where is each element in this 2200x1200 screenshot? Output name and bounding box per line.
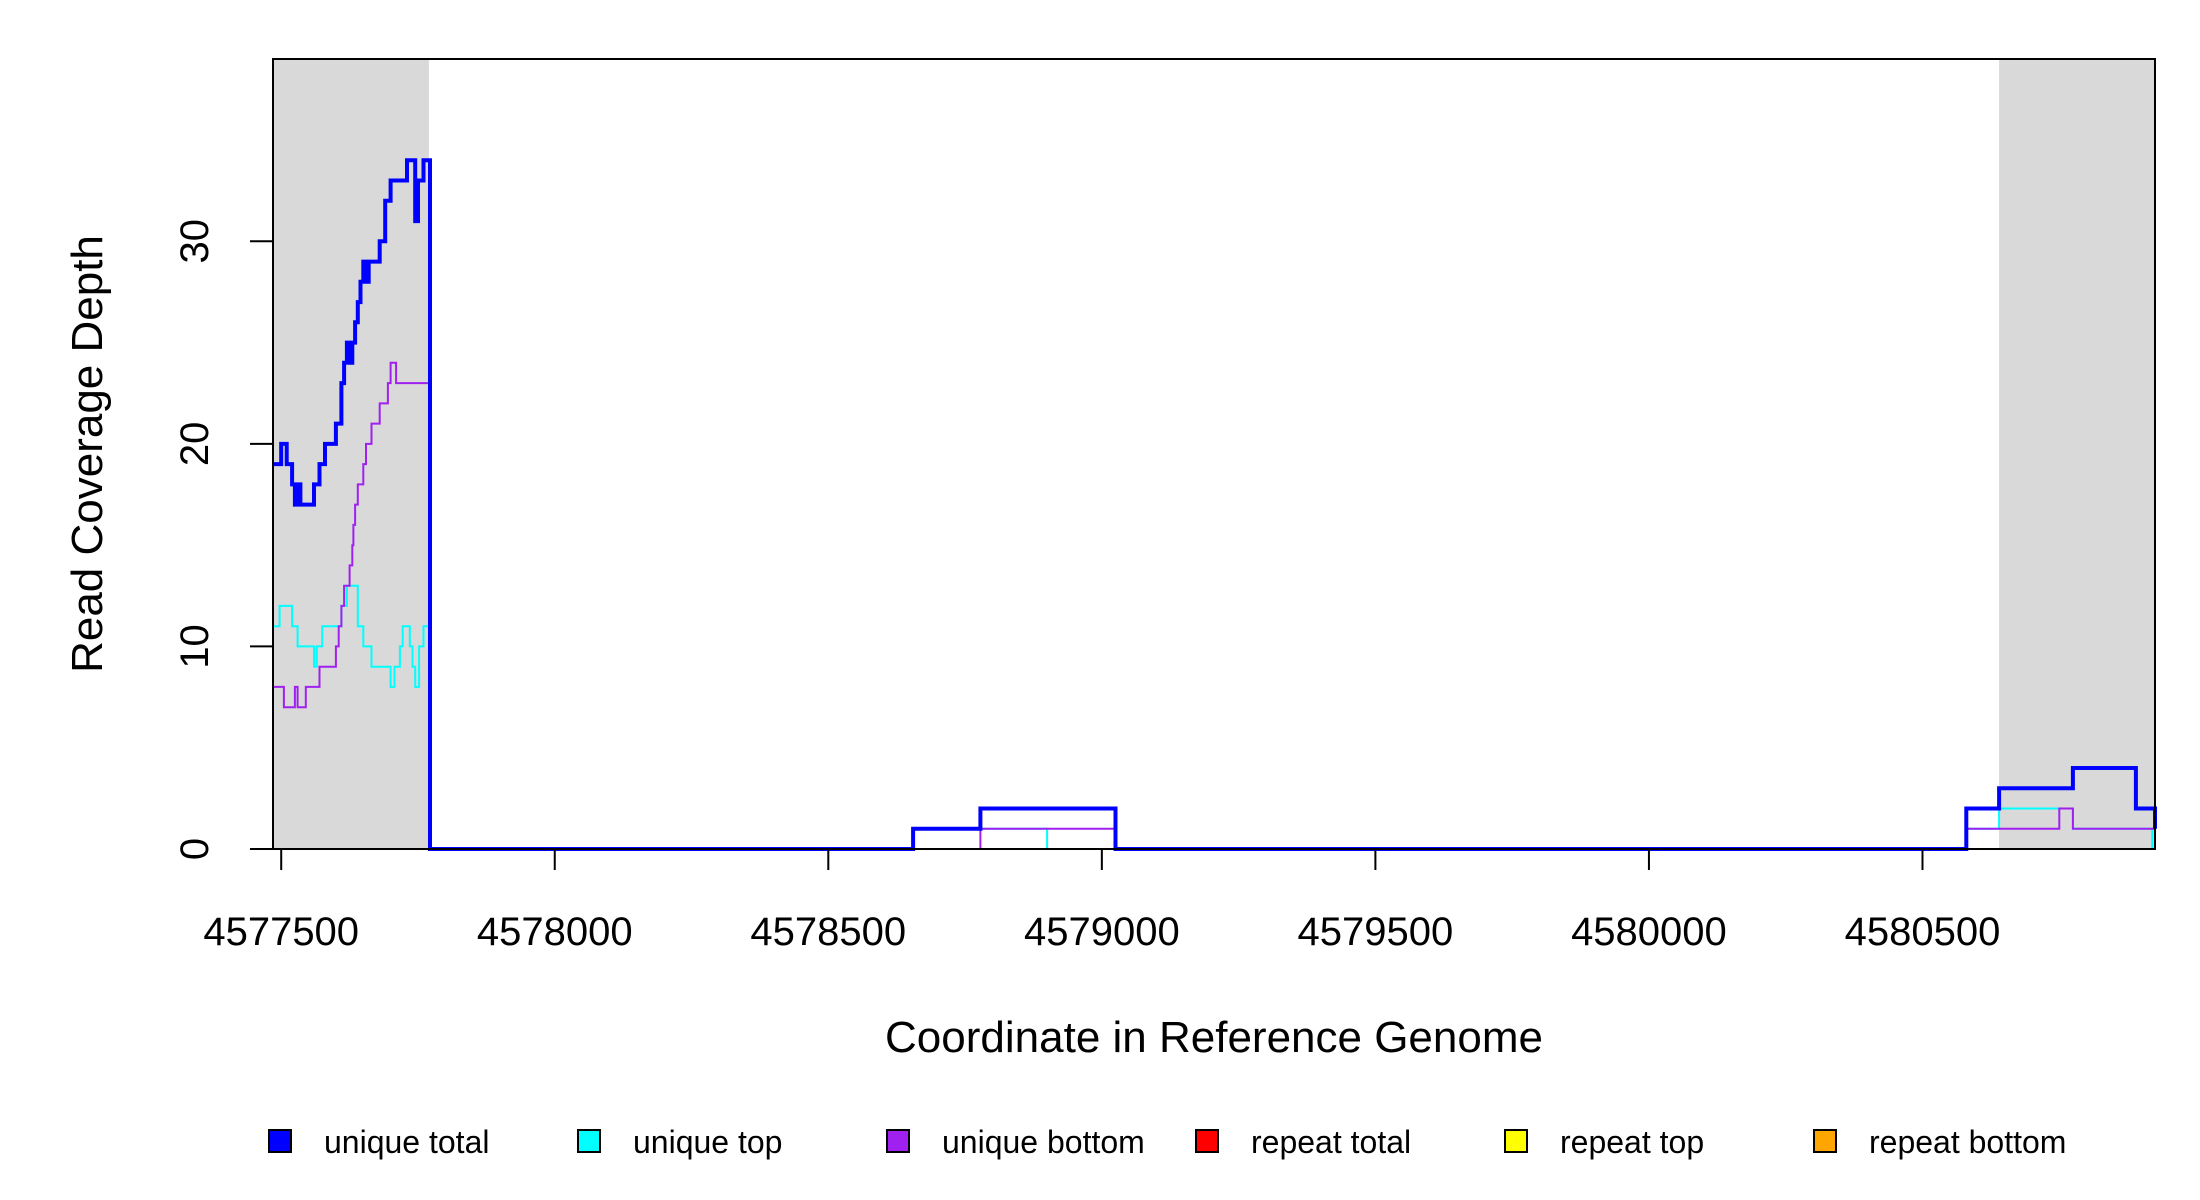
- x-tick-label: 4580000: [1571, 910, 1727, 954]
- y-tick-label: 30: [173, 219, 217, 263]
- x-tick-label: 4580500: [1845, 910, 2001, 954]
- y-tick-label: 10: [173, 624, 217, 669]
- legend-label-repeat-bottom: repeat bottom: [1869, 1124, 2066, 1160]
- y-tick-label: 20: [173, 422, 217, 467]
- legend-label-repeat-total: repeat total: [1251, 1124, 1411, 1160]
- shaded-region: [273, 59, 429, 849]
- legend-swatch-unique-top: [577, 1129, 601, 1153]
- x-axis: 4577500 4578000 4578500 4579000 4579500 45800…: [203, 848, 2001, 954]
- legend-swatch-repeat-total: [1195, 1129, 1219, 1153]
- y-tick-label: 0: [173, 838, 217, 860]
- legend-swatch-repeat-top: [1504, 1129, 1528, 1153]
- y-axis: 0 10 20 30: [173, 219, 274, 860]
- shaded-regions: [273, 59, 2155, 849]
- x-axis-title: Coordinate in Reference Genome: [885, 1013, 1543, 1062]
- legend-swatch-repeat-bottom: [1813, 1129, 1837, 1153]
- legend-swatch-unique-bottom: [886, 1129, 910, 1153]
- legend-label-unique-top: unique top: [633, 1124, 782, 1160]
- series-line-unique-total: [273, 158, 2157, 851]
- legend-label-repeat-top: repeat top: [1560, 1124, 1704, 1160]
- x-tick-label: 4578500: [750, 910, 906, 954]
- x-tick-label: 4577500: [203, 910, 359, 954]
- x-tick-label: 4579000: [1024, 910, 1180, 954]
- legend-swatch-unique-total: [268, 1129, 292, 1153]
- x-tick-label: 4579500: [1298, 910, 1454, 954]
- y-axis-title: Read Coverage Depth: [63, 235, 112, 673]
- legend-label-unique-total: unique total: [324, 1124, 489, 1160]
- x-tick-label: 4578000: [477, 910, 633, 954]
- legend: unique total unique top unique bottom repea…: [268, 1124, 2066, 1160]
- shaded-region: [1999, 59, 2155, 849]
- legend-label-unique-bottom: unique bottom: [942, 1124, 1145, 1160]
